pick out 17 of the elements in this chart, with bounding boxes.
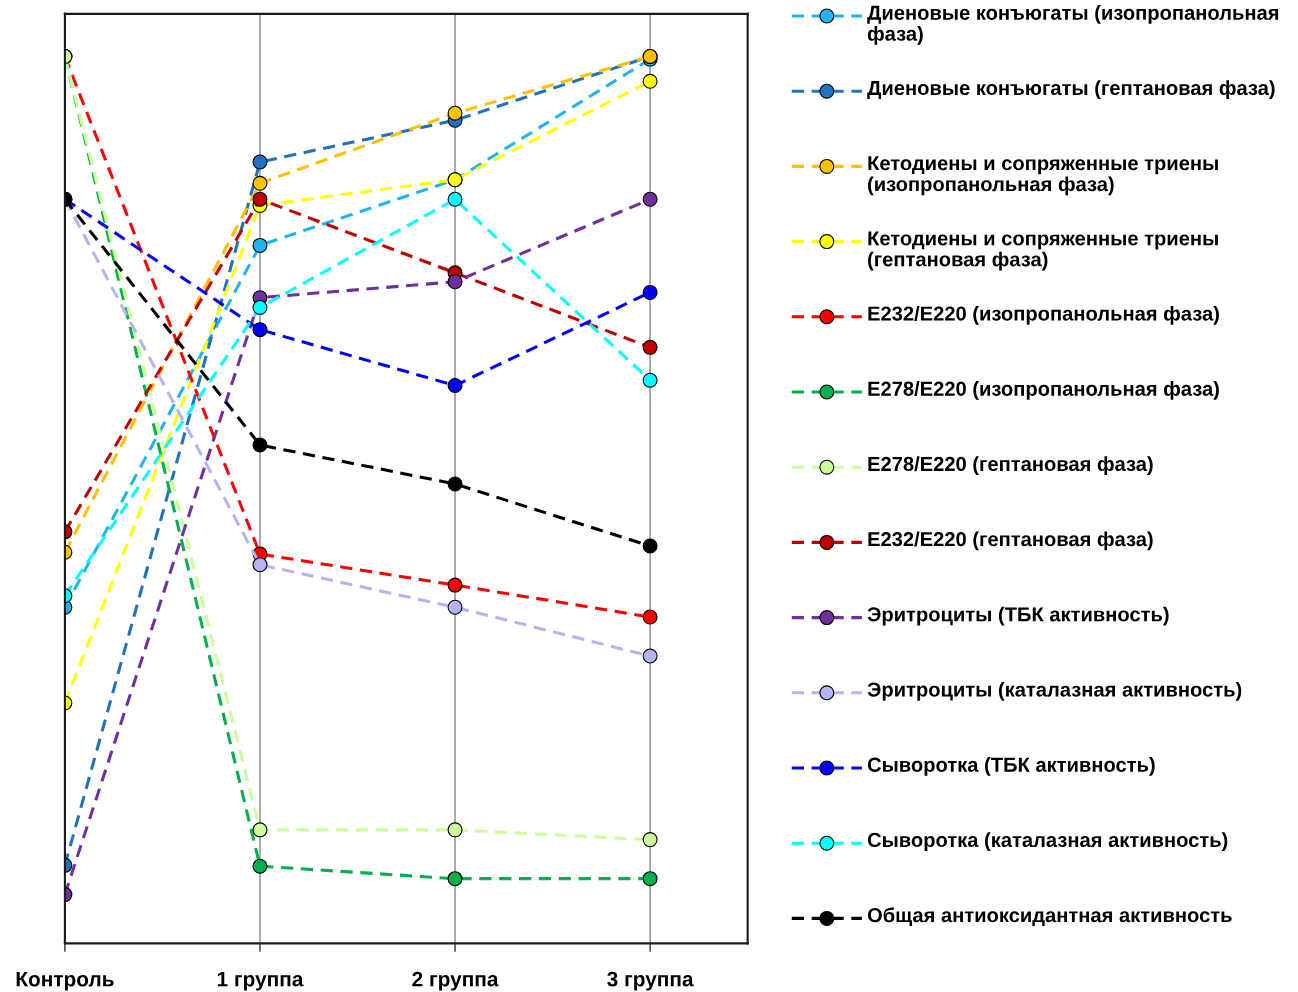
legend-label: Общая антиоксидантная активность <box>867 907 1232 927</box>
legend-label: E232/E220 (гептановая фаза) <box>868 531 1153 551</box>
x-tick-label: 1 группа <box>217 971 304 991</box>
legend-label: Диеновые конъюгаты (изопропанольная фаза) <box>867 5 1279 45</box>
x-tick-label: Контроль <box>16 971 114 991</box>
legend-label: Сыворотка (ТБК активность) <box>867 757 1155 776</box>
legend-label: Диеновые конъюгаты (гептановая фаза) <box>867 80 1275 100</box>
legend-label: Эритроциты (каталазная активность) <box>867 681 1242 701</box>
x-tick-label: 3 группа <box>607 971 694 991</box>
legend-label: E278/E220 (гептановая фаза) <box>868 456 1153 476</box>
legend-label: Сыворотка (каталазная активность) <box>867 832 1228 852</box>
x-tick-label: 2 группа <box>412 971 499 991</box>
legend-label: E232/E220 (изопропанольная фаза) <box>868 305 1219 325</box>
legend-label: Кетодиены и сопряженные триены (гептановая фаза) <box>868 231 1218 271</box>
legend-label: E278/E220 (изопропанольная фаза) <box>868 381 1219 400</box>
legend-label: Эритроциты (ТБК активность) <box>867 606 1169 626</box>
legend-label: Кетодиены и сопряженные триены (изопропанольная фаза) <box>868 156 1218 196</box>
